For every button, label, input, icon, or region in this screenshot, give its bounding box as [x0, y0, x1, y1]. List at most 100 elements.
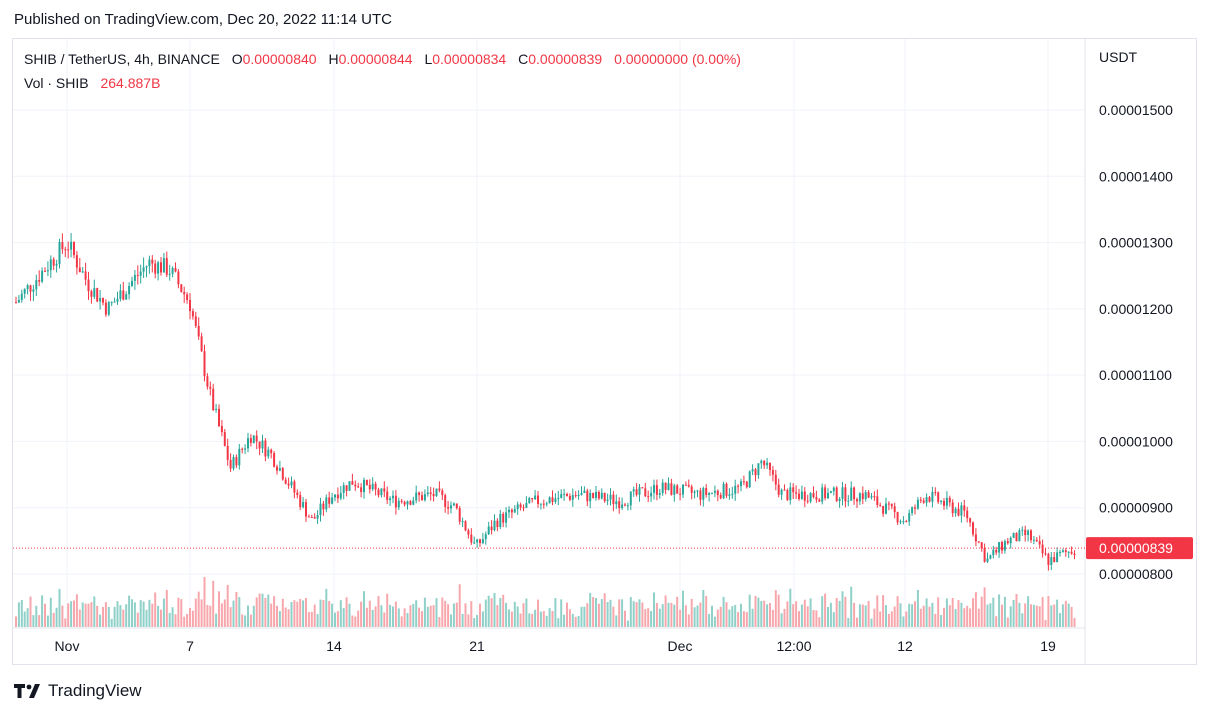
- volume-bar: [365, 607, 368, 627]
- volume-bar: [64, 618, 67, 627]
- volume-bar: [864, 605, 867, 627]
- volume-bar: [827, 606, 829, 627]
- candle-body: [969, 518, 972, 523]
- footer-brand[interactable]: TradingView: [14, 681, 142, 701]
- volume-bar: [803, 599, 806, 627]
- volume-bar: [197, 591, 200, 627]
- candle-body: [899, 521, 902, 523]
- volume-bar: [760, 600, 763, 627]
- candle-body: [107, 302, 110, 315]
- volume-bar: [15, 616, 17, 627]
- volume-bar: [600, 599, 603, 627]
- volume-bar: [232, 600, 235, 627]
- volume-bar: [302, 600, 305, 627]
- y-tick-label: 0.00001500: [1099, 102, 1173, 118]
- chart-frame[interactable]: [12, 38, 1197, 665]
- volume-bar: [902, 616, 905, 627]
- volume-bar: [1073, 617, 1076, 627]
- volume-bar: [87, 603, 90, 627]
- volume-bar: [858, 604, 861, 627]
- candle-body: [815, 497, 818, 500]
- x-tick-label: Nov: [55, 638, 80, 654]
- candle-body: [725, 483, 728, 496]
- candle-body: [945, 497, 948, 506]
- volume-bar: [928, 606, 931, 627]
- volume-bar: [383, 612, 386, 627]
- volume-bar: [542, 611, 545, 627]
- volume-bar: [812, 610, 815, 627]
- volume-bar: [998, 594, 1001, 627]
- volume-bars: [15, 577, 1076, 627]
- volume-bar: [1050, 605, 1053, 627]
- candle-body: [270, 449, 273, 454]
- candle-body: [916, 499, 919, 509]
- volume-bar: [17, 602, 20, 627]
- candle-body: [313, 517, 316, 519]
- candle-body: [786, 490, 789, 501]
- volume-bar: [35, 605, 38, 627]
- candle-body: [551, 497, 554, 502]
- candle-body: [693, 491, 696, 493]
- candle-body: [64, 249, 67, 251]
- volume-label[interactable]: Vol · SHIB: [24, 75, 89, 91]
- candle-body: [276, 466, 278, 471]
- candle-body: [719, 495, 722, 499]
- symbol-label[interactable]: SHIB / TetherUS, 4h, BINANCE: [24, 51, 220, 67]
- candle-body: [650, 492, 653, 497]
- volume-bar: [406, 612, 409, 627]
- candle-body: [510, 509, 513, 513]
- volume-bar: [252, 605, 255, 627]
- candle-body: [943, 500, 945, 506]
- candle-body: [1041, 544, 1044, 554]
- volume-bar: [783, 608, 786, 627]
- candle-body: [592, 492, 595, 498]
- y-tick-label: 0.00001400: [1099, 168, 1173, 184]
- candle-body: [226, 445, 229, 460]
- volume-bar: [687, 614, 690, 627]
- candle-body: [348, 481, 351, 491]
- volume-bar: [777, 594, 780, 627]
- candle-body: [310, 516, 313, 518]
- volume-bar: [734, 604, 737, 627]
- volume-bar: [293, 600, 296, 627]
- candle-body: [90, 291, 93, 297]
- volume-bar: [499, 597, 502, 627]
- candle-body: [223, 432, 226, 446]
- candle-body: [502, 513, 505, 523]
- candle-body: [571, 495, 574, 500]
- candle-body: [307, 516, 310, 518]
- volume-bar: [618, 599, 621, 627]
- candle-body: [145, 266, 148, 268]
- candle-body: [644, 488, 647, 497]
- volume-bar: [795, 601, 798, 627]
- change-value: 0.00000000 (0.00%): [614, 51, 741, 67]
- candle-body: [838, 498, 841, 501]
- footer-brand-text: TradingView: [48, 681, 142, 700]
- volume-bar: [67, 603, 70, 627]
- volume-bar: [484, 599, 487, 627]
- volume-bar: [655, 602, 658, 627]
- candle-body: [26, 285, 29, 289]
- volume-bar: [305, 598, 307, 627]
- volume-bar: [348, 603, 351, 627]
- candle-body: [75, 255, 78, 268]
- volume-bar: [568, 609, 571, 627]
- volume-bar: [470, 601, 473, 627]
- volume-bar: [84, 603, 87, 627]
- volume-bar: [360, 601, 363, 627]
- volume-bar: [722, 596, 725, 627]
- candle-body: [136, 274, 139, 276]
- candle-body: [93, 288, 96, 297]
- volume-bar: [487, 595, 490, 627]
- volume-bar: [516, 606, 519, 627]
- volume-bar: [374, 606, 377, 627]
- volume-bar: [684, 605, 687, 627]
- candle-body: [20, 293, 23, 300]
- candle-body: [528, 498, 531, 503]
- volume-bar: [635, 602, 638, 627]
- volume-bar: [444, 600, 447, 627]
- volume-bar: [145, 609, 148, 627]
- volume-bar: [1032, 604, 1035, 627]
- candle-body: [992, 549, 995, 556]
